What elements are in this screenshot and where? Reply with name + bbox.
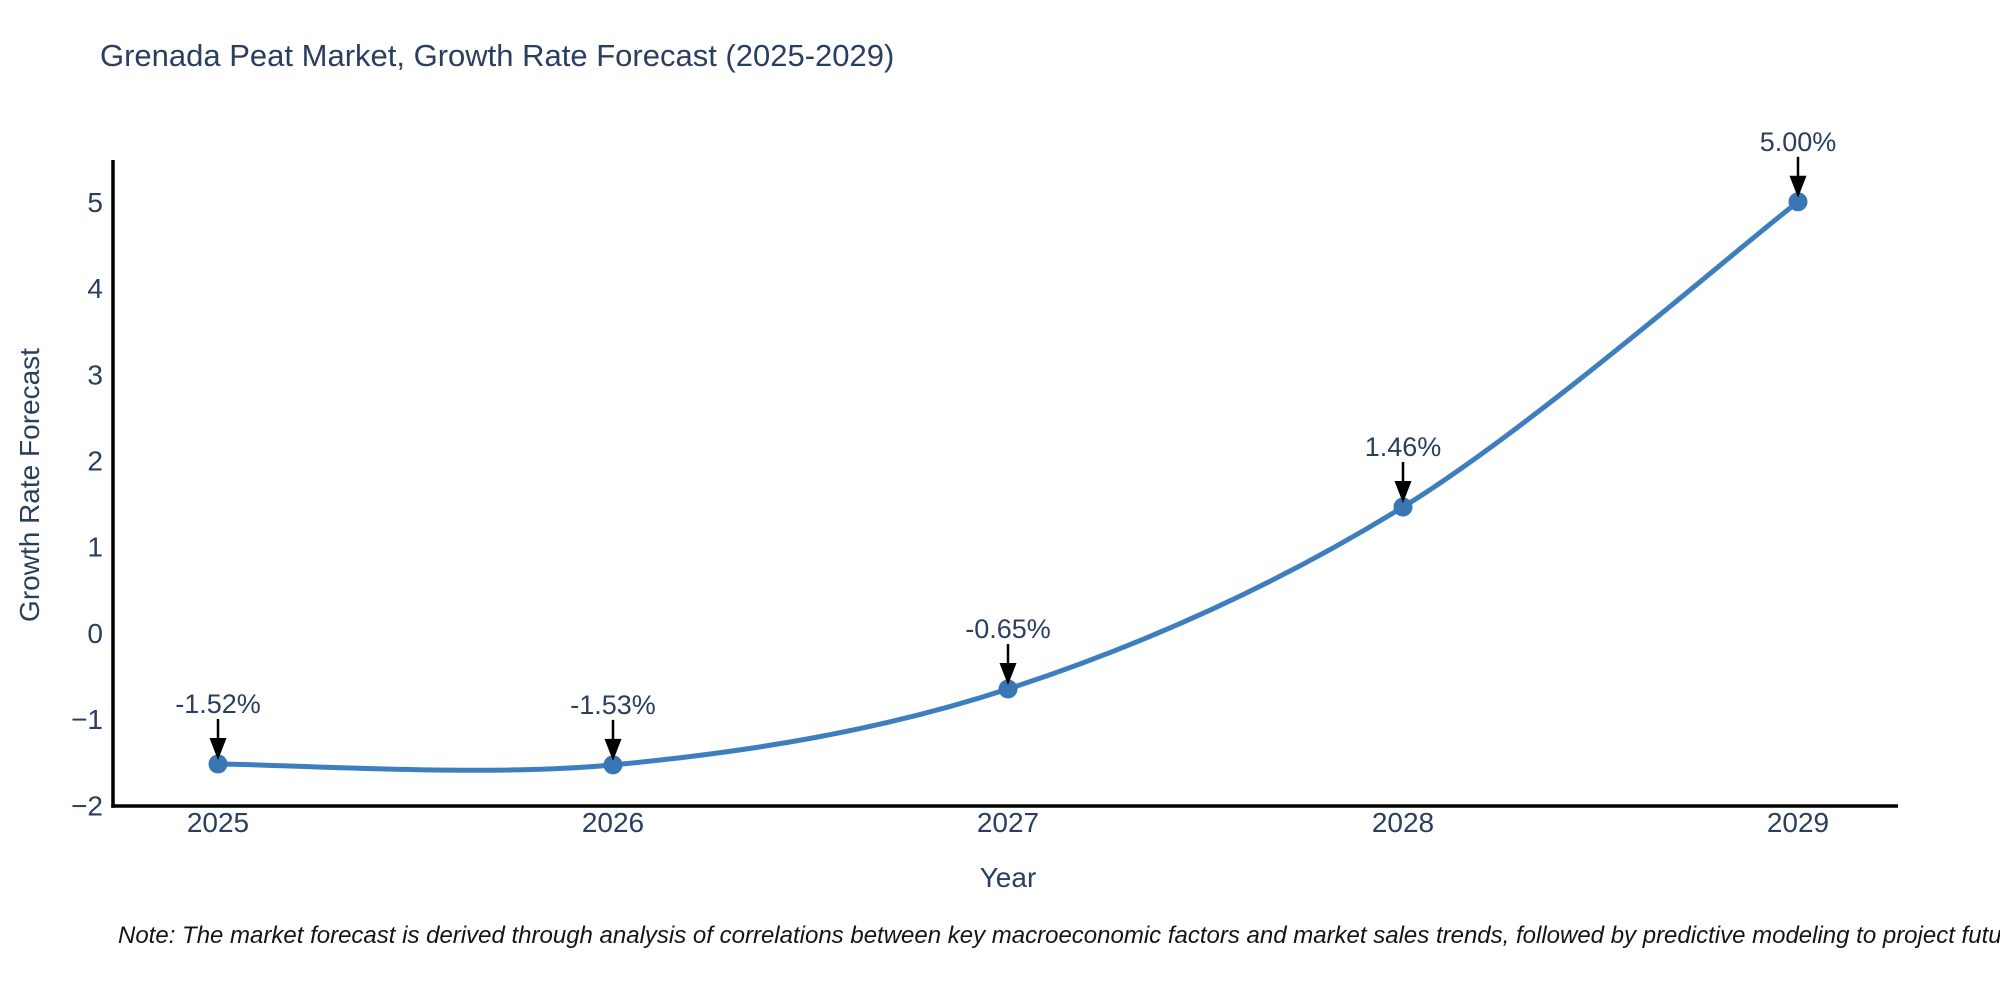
x-tick-label: 2029 <box>1767 807 1829 838</box>
forecast-line <box>215 199 1801 773</box>
annotation-label: -1.52% <box>175 689 261 719</box>
data-point-marker[interactable] <box>603 755 623 775</box>
annotation-arrow-head <box>604 738 622 761</box>
data-point-marker[interactable] <box>998 679 1018 699</box>
chart-footnote: Note: The market forecast is derived thr… <box>118 922 2000 949</box>
y-tick-label: −2 <box>71 790 103 821</box>
x-tick-label: 2028 <box>1372 807 1434 838</box>
annotation-arrow-head <box>209 738 227 761</box>
y-tick-label: 5 <box>87 187 103 218</box>
annotation-label: 5.00% <box>1760 127 1837 157</box>
y-tick-label: 2 <box>87 445 103 476</box>
x-tick-label: 2025 <box>187 807 249 838</box>
chart-title: Grenada Peat Market, Growth Rate Forecas… <box>100 38 895 73</box>
annotation-label: 1.46% <box>1365 432 1442 462</box>
y-tick-label: 4 <box>87 273 103 304</box>
data-point-marker[interactable] <box>1788 192 1808 212</box>
y-tick-label: 0 <box>87 618 103 649</box>
y-tick-label: −1 <box>71 704 103 735</box>
x-tick-label: 2026 <box>582 807 644 838</box>
data-point-marker[interactable] <box>208 754 228 774</box>
y-tick-label: 1 <box>87 532 103 563</box>
y-tick-label: 3 <box>87 359 103 390</box>
annotation-label: -0.65% <box>965 614 1051 644</box>
data-point-marker[interactable] <box>1393 497 1413 517</box>
x-axis-title: Year <box>979 862 1037 893</box>
x-tick-label: 2027 <box>977 807 1039 838</box>
annotation-label: -1.53% <box>570 690 656 720</box>
annotation-arrow-head <box>1394 481 1412 504</box>
annotation-arrow-head <box>999 662 1017 685</box>
annotation-arrow-head <box>1789 175 1807 198</box>
